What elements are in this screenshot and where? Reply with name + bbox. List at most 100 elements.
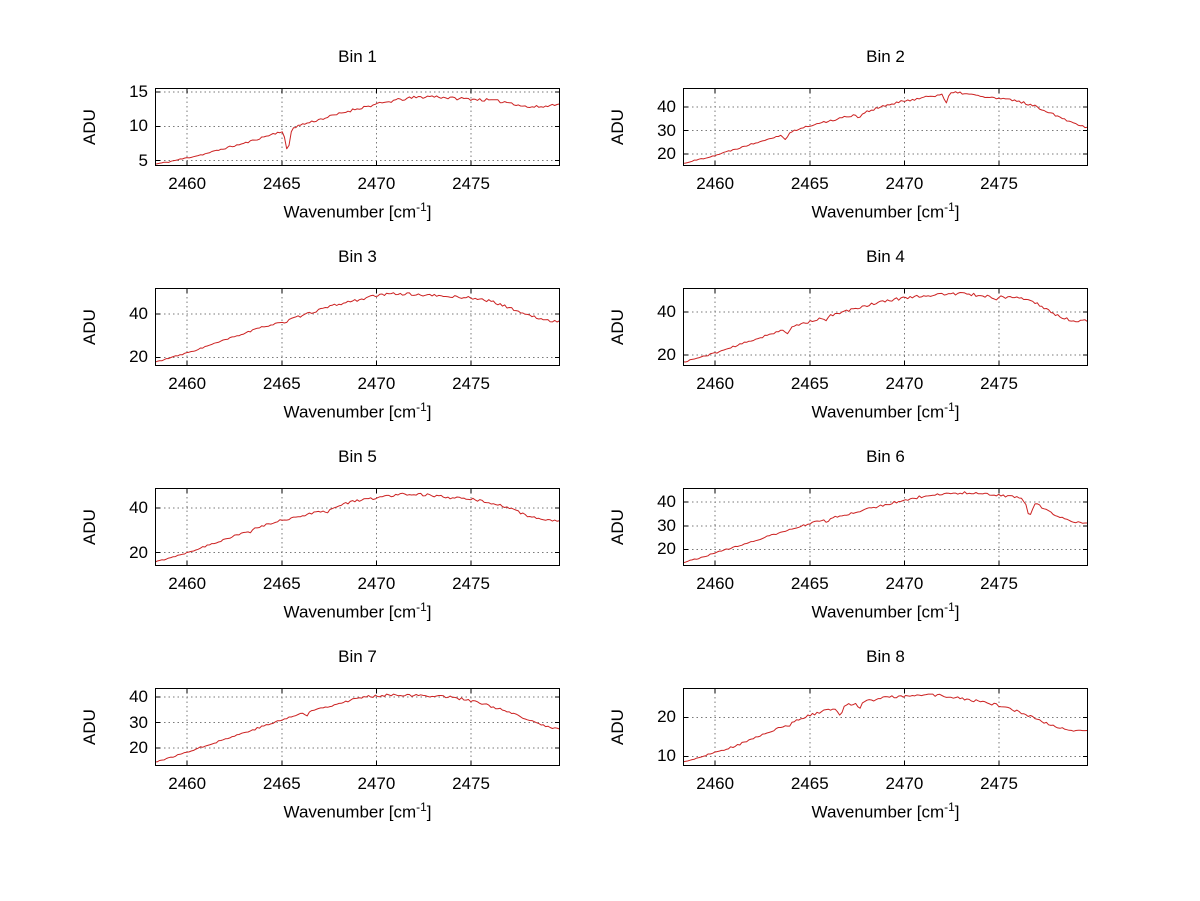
y-tick-label: 20 — [129, 347, 148, 367]
chart-title: Bin 4 — [866, 247, 905, 266]
x-tick-label: 2470 — [885, 574, 924, 593]
x-tick-label: 2475 — [980, 774, 1018, 793]
y-tick-label: 40 — [129, 498, 148, 518]
plot-area — [683, 288, 1088, 366]
x-tick-label: 2460 — [696, 574, 735, 593]
x-tick-label: 2475 — [980, 574, 1018, 593]
chart-title: Bin 5 — [338, 447, 377, 466]
y-tick-label: 5 — [138, 150, 148, 170]
y-tick-label: 10 — [657, 746, 676, 766]
plot-area — [155, 88, 560, 166]
x-axis-label: Wavenumber [cm-1] — [811, 800, 960, 822]
x-tick-label: 2475 — [980, 174, 1018, 193]
x-tick-label: 2460 — [696, 174, 735, 193]
y-tick-label: 20 — [129, 738, 148, 758]
spectrum-plot-svg — [155, 688, 560, 766]
spectrum-plot-svg — [683, 488, 1088, 566]
chart-title: Bin 2 — [866, 47, 905, 66]
x-tick-label: 2460 — [168, 174, 207, 193]
spectrum-line — [155, 492, 560, 563]
x-tick-label: 2475 — [452, 374, 490, 393]
x-axis-label: Wavenumber [cm-1] — [283, 600, 432, 622]
x-axis-label: Wavenumber [cm-1] — [283, 400, 432, 422]
y-tick-label: 30 — [657, 120, 676, 140]
spectrum-line — [683, 491, 1088, 564]
y-tick-label: 20 — [657, 144, 676, 164]
x-tick-label: 2460 — [696, 374, 735, 393]
axes-box — [155, 288, 560, 366]
axes-box — [683, 88, 1088, 166]
y-tick-label: 20 — [129, 542, 148, 562]
plot-area — [683, 688, 1088, 766]
subplot-bin-2: Bin 2 ADU Wavenumber [cm-1] 2460 2465 2470… — [588, 45, 1128, 245]
spectrum-line — [155, 292, 560, 363]
x-tick-label: 2475 — [452, 774, 490, 793]
spectrum-plot-svg — [155, 488, 560, 566]
x-axis-label: Wavenumber [cm-1] — [283, 800, 432, 822]
x-tick-label: 2475 — [980, 374, 1018, 393]
chart-title: Bin 3 — [338, 247, 377, 266]
x-axis-label: Wavenumber [cm-1] — [811, 200, 960, 222]
x-axis-label: Wavenumber [cm-1] — [283, 200, 432, 222]
y-tick-label: 30 — [129, 712, 148, 732]
x-tick-label: 2465 — [790, 374, 829, 393]
x-tick-label: 2465 — [262, 374, 301, 393]
x-axis-label: Wavenumber [cm-1] — [811, 400, 960, 422]
y-tick-label: 40 — [657, 96, 676, 116]
subplot-bin-5: Bin 5 ADU Wavenumber [cm-1] 2460 2465 2470… — [60, 445, 600, 645]
spectrum-line — [155, 95, 560, 165]
plot-area — [155, 488, 560, 566]
subplot-bin-1: Bin 1 ADU Wavenumber [cm-1] 2460 2465 2470… — [60, 45, 600, 245]
x-axis-label: Wavenumber [cm-1] — [811, 600, 960, 622]
spectrum-line — [683, 91, 1088, 164]
y-tick-label: 40 — [657, 492, 676, 512]
axes-box — [155, 688, 560, 766]
y-tick-label: 40 — [657, 301, 676, 321]
x-tick-label: 2470 — [885, 374, 924, 393]
spectrum-plot-svg — [683, 288, 1088, 366]
x-tick-label: 2465 — [790, 774, 829, 793]
spectrum-plot-svg — [155, 288, 560, 366]
y-tick-label: 10 — [129, 116, 148, 136]
axes-box — [155, 88, 560, 166]
chart-title: Bin 6 — [866, 447, 905, 466]
spectrum-plot-svg — [683, 88, 1088, 166]
axes-box — [683, 288, 1088, 366]
spectrum-plot-svg — [683, 688, 1088, 766]
y-tick-label: 20 — [657, 345, 676, 365]
spectrum-line — [683, 693, 1088, 763]
x-tick-label: 2465 — [262, 574, 301, 593]
chart-title: Bin 7 — [338, 647, 377, 666]
x-tick-label: 2475 — [452, 174, 490, 193]
axes-box — [155, 488, 560, 566]
spectrum-plot-svg — [155, 88, 560, 166]
axes-box — [683, 688, 1088, 766]
x-tick-label: 2460 — [168, 374, 207, 393]
subplot-bin-8: Bin 8 ADU Wavenumber [cm-1] 2460 2465 2470… — [588, 645, 1128, 845]
x-tick-label: 2470 — [357, 374, 396, 393]
x-tick-label: 2465 — [262, 174, 301, 193]
x-tick-label: 2460 — [696, 774, 735, 793]
x-tick-label: 2470 — [357, 774, 396, 793]
chart-title: Bin 1 — [338, 47, 377, 66]
plot-area — [155, 288, 560, 366]
x-tick-label: 2460 — [168, 574, 207, 593]
plot-area — [683, 488, 1088, 566]
x-tick-label: 2465 — [262, 774, 301, 793]
x-tick-label: 2465 — [790, 574, 829, 593]
x-tick-label: 2470 — [357, 174, 396, 193]
y-tick-label: 30 — [657, 515, 676, 535]
spectrum-line — [683, 292, 1088, 363]
plot-area — [683, 88, 1088, 166]
subplot-bin-6: Bin 6 ADU Wavenumber [cm-1] 2460 2465 2470… — [588, 445, 1128, 645]
x-tick-label: 2460 — [168, 774, 207, 793]
chart-title: Bin 8 — [866, 647, 905, 666]
subplot-bin-3: Bin 3 ADU Wavenumber [cm-1] 2460 2465 2470… — [60, 245, 600, 445]
x-tick-label: 2475 — [452, 574, 490, 593]
x-tick-label: 2470 — [885, 774, 924, 793]
subplot-bin-7: Bin 7 ADU Wavenumber [cm-1] 2460 2465 2470… — [60, 645, 600, 845]
x-tick-label: 2465 — [790, 174, 829, 193]
subplot-bin-4: Bin 4 ADU Wavenumber [cm-1] 2460 2465 2470… — [588, 245, 1128, 445]
axes-box — [683, 488, 1088, 566]
y-tick-label: 15 — [129, 82, 148, 102]
